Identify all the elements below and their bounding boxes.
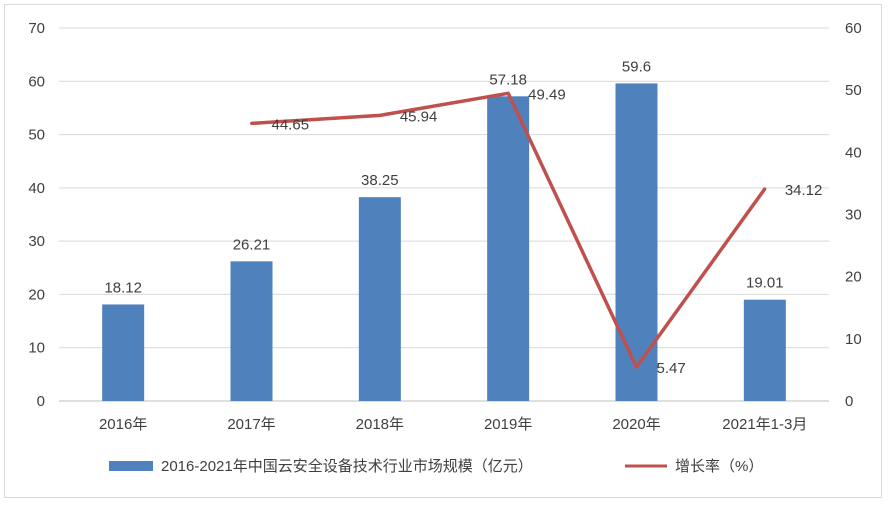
data-labels: 18.12 26.21 38.25 57.18 59.6 19.01 44.65 45.94 4… [104,58,822,377]
bar-series [102,83,786,401]
line-value-label: 34.12 [785,182,823,199]
bar [615,83,658,401]
axes: 0 10 20 30 40 50 60 70 0 10 20 30 40 50 60 2016年 2017年 20… [28,20,861,433]
legend: 2016-2021年中国云安全设备技术行业市场规模（亿元） 增长率（%） [109,457,763,475]
line-value-label: 44.65 [272,116,310,133]
x-tick-label: 2019年 [484,416,532,433]
bar-value-label: 19.01 [746,275,784,292]
x-tick-label: 2016年 [99,416,147,433]
bar-value-label: 59.6 [622,58,651,75]
line-value-label: 5.47 [657,360,686,377]
bar-value-label: 38.25 [361,172,399,189]
y-right-tick-label: 20 [845,269,862,286]
legend-bar-swatch [109,461,153,471]
y-left-tick-label: 40 [28,180,45,197]
growth-rate-point [250,121,253,125]
bar [358,197,401,401]
y-right-tick-label: 30 [845,207,862,224]
y-left-tick-label: 30 [28,233,45,250]
y-right-tick-label: 50 [845,82,862,99]
chart-svg: 0 10 20 30 40 50 60 70 0 10 20 30 40 50 60 2016年 2017年 20… [28,20,861,475]
line-value-label: 45.94 [400,108,438,125]
x-tick-label: 2018年 [356,416,404,433]
y-right-tick-label: 60 [845,20,862,37]
y-left-tick-label: 10 [28,340,45,357]
bar [743,299,786,401]
y-right-tick-label: 40 [845,144,862,161]
y-right-tick-label: 10 [845,331,862,348]
bar-value-label: 57.18 [489,71,527,88]
line-series [250,91,767,369]
y-left-tick-label: 20 [28,286,45,303]
legend-bar-label: 2016-2021年中国云安全设备技术行业市场规模（亿元） [161,457,533,475]
line-value-label: 49.49 [528,86,566,103]
x-tick-label: 2021年1-3月 [722,416,807,433]
chart-frame: 0 10 20 30 40 50 60 70 0 10 20 30 40 50 60 2016年 2017年 20… [4,4,882,498]
x-tick-label: 2020年 [612,416,660,433]
bar-value-label: 18.12 [104,279,142,296]
growth-rate-point [506,91,510,95]
growth-rate-point [378,113,382,117]
y-right-tick-label: 0 [845,393,853,410]
x-tick-label: 2017年 [227,416,275,433]
y-left-tick-label: 0 [37,393,45,410]
y-left-tick-label: 60 [28,73,45,90]
bar [230,261,273,401]
growth-rate-point [635,365,638,369]
y-left-tick-label: 50 [28,127,45,144]
bar [102,304,145,401]
bar [487,96,530,401]
growth-rate-point [763,187,767,191]
bar-value-label: 26.21 [233,236,271,253]
y-left-tick-label: 70 [28,20,45,37]
legend-line-label: 增长率（%） [675,458,763,475]
grid-lines [59,27,829,402]
